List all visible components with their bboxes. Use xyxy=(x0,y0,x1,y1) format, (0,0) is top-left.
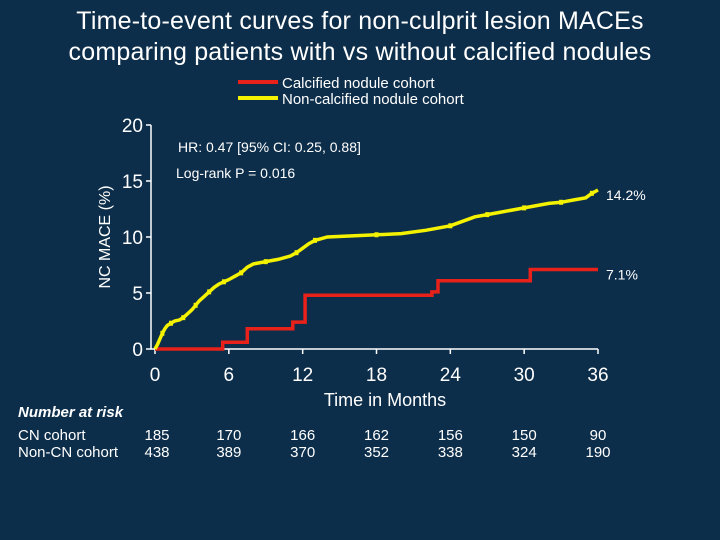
censor-mark xyxy=(589,190,594,196)
series-line-noncalcified xyxy=(153,188,599,350)
risk-row-noncn-label: Non-CN cohort xyxy=(18,444,119,461)
risk-row-noncn-value: 389 xyxy=(216,444,242,461)
risk-table-title: Number at risk xyxy=(18,404,124,421)
censor-mark xyxy=(239,270,244,276)
risk-row-noncn-value: 338 xyxy=(437,444,463,461)
censor-mark xyxy=(193,302,198,308)
risk-row-noncn-value: 190 xyxy=(585,444,611,461)
logrank-annotation: Log-rank P = 0.016 xyxy=(176,165,295,181)
risk-row-cn-value: 150 xyxy=(511,427,537,444)
censor-mark xyxy=(294,250,299,256)
legend-label-calcified: Calcified nodule cohort xyxy=(282,75,435,92)
y-tick-label: 20 xyxy=(122,116,143,137)
censor-mark xyxy=(559,199,564,205)
y-tick-label: 0 xyxy=(132,340,143,361)
chart-title-line-2: comparing patients with vs without calci… xyxy=(68,38,652,66)
legend-label-noncalcified: Non-calcified nodule cohort xyxy=(282,91,465,108)
censor-mark xyxy=(374,232,379,238)
x-tick-label: 24 xyxy=(440,365,462,386)
risk-row-cn-value: 162 xyxy=(363,427,390,444)
risk-row-cn-value: 170 xyxy=(216,427,242,444)
risk-row-noncn-value: 324 xyxy=(511,444,537,461)
y-tick-label: 10 xyxy=(122,228,143,249)
censor-mark xyxy=(312,237,317,243)
risk-row-cn-value: 185 xyxy=(144,427,170,444)
censor-mark xyxy=(485,212,490,218)
x-tick-label: 6 xyxy=(224,365,235,386)
risk-row-noncn-value: 438 xyxy=(144,444,170,461)
y-tick-label: 5 xyxy=(132,284,143,305)
end-label-calcified: 7.1% xyxy=(606,266,638,282)
chart-title: Time-to-event curves for non-culprit les… xyxy=(0,6,720,68)
risk-row-noncn-value: 352 xyxy=(363,444,390,461)
hr-annotation: HR: 0.47 [95% CI: 0.25, 0.88] xyxy=(178,139,361,155)
risk-row-cn-value: 90 xyxy=(589,427,607,444)
y-tick-label: 15 xyxy=(122,172,143,193)
y-axis-label: NC MACE (%) xyxy=(97,185,114,288)
censor-mark xyxy=(160,330,165,336)
x-tick-label: 30 xyxy=(514,365,535,386)
censor-mark xyxy=(263,259,268,265)
x-tick-label: 0 xyxy=(150,365,161,386)
censor-mark xyxy=(168,320,173,326)
x-tick-label: 12 xyxy=(292,365,313,386)
x-tick-label: 36 xyxy=(587,365,608,386)
censor-mark xyxy=(181,315,186,321)
x-tick-label: 18 xyxy=(366,365,387,386)
end-label-noncalcified: 14.2% xyxy=(606,187,646,203)
risk-row-noncn-value: 370 xyxy=(290,444,316,461)
censor-mark xyxy=(221,279,226,285)
censor-mark xyxy=(207,289,212,295)
censor-mark xyxy=(522,205,527,211)
chart-title-line-1: Time-to-event curves for non-culprit les… xyxy=(76,7,644,35)
risk-row-cn-value: 166 xyxy=(290,427,316,444)
series-line-calcified xyxy=(155,267,598,351)
risk-row-cn-label: CN cohort xyxy=(18,427,86,444)
censor-mark xyxy=(448,223,453,229)
x-axis-label: Time in Months xyxy=(324,390,446,410)
risk-row-cn-value: 156 xyxy=(437,427,463,444)
